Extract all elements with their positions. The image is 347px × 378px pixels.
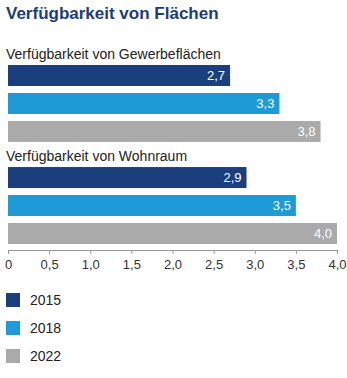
tick-mark — [49, 250, 50, 254]
category-label: Verfügbarkeit von Gewerbeflächen — [6, 46, 221, 62]
tick-mark — [296, 250, 297, 254]
legend: 2015 2018 2022 — [6, 292, 61, 364]
tick-mark — [8, 250, 9, 254]
tick: 4,0 — [328, 250, 346, 272]
tick: 1,5 — [123, 250, 141, 272]
title: Verfügbarkeit von Flächen — [6, 4, 219, 23]
category-label: Verfügbarkeit von Wohnraum — [6, 148, 187, 164]
data-labels: 2,7 2,9 3,3 3,5 3,8 4,0 — [207, 68, 332, 241]
tick: 1,0 — [82, 250, 100, 272]
tick-mark — [337, 250, 338, 254]
bar — [8, 167, 247, 188]
legend-label: 2015 — [30, 292, 61, 308]
bars — [8, 65, 337, 244]
data-label: 2,9 — [223, 170, 241, 185]
tick-label: 3,0 — [246, 257, 264, 272]
tick: 2,0 — [164, 250, 182, 272]
bar — [8, 223, 337, 244]
tick-label: 2,5 — [205, 257, 223, 272]
bar — [8, 65, 230, 86]
legend-swatch — [6, 349, 20, 363]
legend-label: 2018 — [30, 320, 61, 336]
tick-mark — [214, 250, 215, 254]
tick-label: 4,0 — [328, 257, 346, 272]
bar — [8, 121, 321, 142]
tick-label: 1,5 — [123, 257, 141, 272]
data-label: 3,8 — [297, 124, 315, 139]
tick: 3,5 — [287, 250, 305, 272]
tick-label: 1,0 — [82, 257, 100, 272]
tick: 2,5 — [205, 250, 223, 272]
tick-mark — [90, 250, 91, 254]
data-label: 2,7 — [207, 68, 225, 83]
axis-line — [9, 251, 338, 255]
tick: 3,0 — [246, 250, 264, 272]
bar — [8, 93, 279, 114]
tick-mark — [173, 250, 174, 254]
tick-label: 2,0 — [164, 257, 182, 272]
data-label: 3,5 — [273, 198, 291, 213]
data-label: 3,3 — [256, 96, 274, 111]
bar — [8, 195, 296, 216]
legend-label: 2022 — [30, 348, 61, 364]
data-label: 4,0 — [314, 226, 332, 241]
x-axis: 0 0,5 1,0 1,5 2,0 2,5 3,0 3,5 4,0 — [5, 250, 347, 272]
tick: 0,5 — [41, 250, 59, 272]
chart: Verfügbarkeit von Flächen Verfügbarkeit v… — [0, 0, 347, 378]
tick: 0 — [5, 250, 12, 272]
legend-swatch — [6, 293, 20, 307]
tick-mark — [131, 250, 132, 254]
tick-label: 3,5 — [287, 257, 305, 272]
tick-label: 0,5 — [41, 257, 59, 272]
tick-label: 0 — [5, 257, 12, 272]
tick-mark — [255, 250, 256, 254]
legend-swatch — [6, 321, 20, 335]
